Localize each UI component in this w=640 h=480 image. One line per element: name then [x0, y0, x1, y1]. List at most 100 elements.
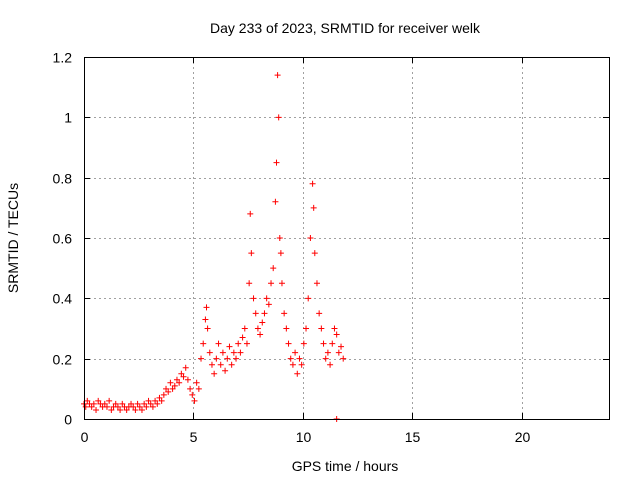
data-point — [265, 301, 272, 308]
data-point — [303, 325, 310, 332]
data-point — [246, 280, 253, 287]
data-point — [103, 403, 110, 410]
data-point — [101, 400, 108, 407]
x-tick-label: 15 — [405, 429, 421, 445]
data-point — [165, 388, 172, 395]
data-point — [277, 250, 284, 257]
data-point — [257, 331, 264, 338]
x-tick-label: 5 — [190, 429, 198, 445]
data-point — [160, 391, 167, 398]
data-point — [333, 331, 340, 338]
data-point — [112, 400, 119, 407]
data-point — [180, 373, 187, 380]
y-tick-label: 0 — [64, 412, 72, 428]
data-point — [313, 280, 320, 287]
data-point — [171, 382, 178, 389]
x-tick-label: 20 — [515, 429, 531, 445]
data-point — [276, 235, 283, 241]
data-point — [263, 295, 270, 302]
data-point — [311, 250, 318, 257]
data-point — [273, 159, 280, 166]
axis-ticks: 0 0.2 0.4 0.6 0.8 1 1.2 0 5 10 15 20 — [53, 50, 609, 445]
data-point — [93, 406, 100, 413]
data-point — [193, 379, 200, 386]
data-point — [233, 355, 240, 362]
data-point — [108, 406, 115, 413]
data-point — [169, 385, 176, 392]
data-point — [204, 325, 211, 332]
data-point — [298, 361, 305, 368]
data-point — [296, 355, 303, 362]
data-point — [167, 379, 174, 386]
data-point — [154, 400, 161, 407]
data-point — [211, 370, 218, 377]
data-point — [329, 340, 336, 347]
data-point — [235, 340, 242, 347]
data-point — [189, 391, 196, 398]
data-point — [309, 180, 316, 187]
data-point — [128, 400, 135, 407]
x-axis-label: GPS time / hours — [292, 458, 399, 474]
data-point — [90, 400, 97, 407]
data-point — [274, 72, 281, 79]
data-point — [178, 370, 185, 377]
data-point — [226, 343, 233, 350]
grid-lines — [84, 57, 609, 419]
data-point — [318, 325, 325, 332]
data-point — [158, 397, 165, 404]
data-point — [147, 400, 154, 407]
data-point — [213, 355, 220, 362]
data-point — [322, 355, 329, 362]
data-point — [305, 295, 312, 302]
data-point — [307, 235, 314, 241]
data-point — [84, 397, 91, 404]
data-point — [208, 361, 215, 368]
y-tick-label: 0.4 — [53, 291, 73, 307]
data-point — [316, 310, 323, 317]
y-tick-label: 0.2 — [53, 352, 73, 368]
data-point — [176, 379, 183, 386]
data-point — [198, 355, 205, 362]
data-point — [143, 403, 150, 410]
data-point — [285, 340, 292, 347]
data-point — [292, 349, 299, 356]
data-point — [138, 406, 145, 413]
data-point — [149, 403, 156, 410]
data-point — [252, 310, 259, 317]
data-point — [243, 340, 250, 347]
data-point — [106, 397, 113, 404]
data-point — [331, 325, 338, 332]
data-point — [163, 385, 170, 392]
data-point — [259, 319, 266, 326]
data-point — [145, 397, 152, 404]
data-point — [241, 325, 248, 332]
data-point — [283, 325, 290, 332]
data-point — [219, 349, 226, 356]
data-point — [324, 349, 331, 356]
data-point — [327, 361, 334, 368]
y-axis-label: SRMTID / TECUs — [5, 183, 21, 293]
y-tick-label: 1.2 — [53, 50, 73, 66]
data-point — [95, 397, 102, 404]
data-point — [152, 397, 159, 404]
data-point — [338, 343, 345, 350]
data-point — [82, 403, 89, 410]
data-point — [310, 204, 317, 211]
data-point — [340, 355, 347, 362]
data-point — [114, 403, 121, 410]
x-tick-label: 10 — [296, 429, 312, 445]
data-point — [261, 310, 268, 317]
data-point — [132, 406, 139, 413]
data-point — [141, 400, 148, 407]
data-point — [217, 361, 224, 368]
data-point — [222, 367, 229, 374]
data-point — [187, 385, 194, 392]
data-point — [206, 349, 213, 356]
data-point — [230, 349, 237, 356]
data-point — [215, 340, 222, 347]
data-point — [250, 295, 257, 302]
data-point — [184, 376, 191, 383]
data-point — [320, 340, 327, 347]
data-point — [272, 198, 279, 205]
